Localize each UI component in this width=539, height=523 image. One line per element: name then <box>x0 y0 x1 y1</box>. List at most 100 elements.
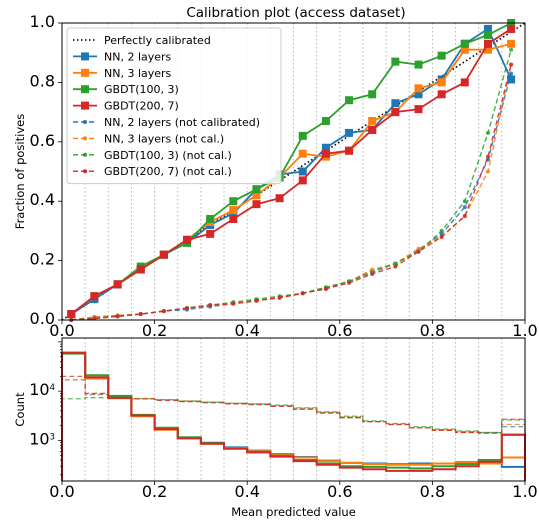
legend-label: GBDT(200, 7) (not cal.) <box>104 165 232 178</box>
data-point-gbdt-100-3 <box>368 90 377 99</box>
legend-swatch-marker <box>81 68 89 77</box>
data-point-gbdt-200-7 <box>183 235 192 244</box>
data-point-gbdt-200-7 <box>67 310 76 319</box>
data-point-nn-3-layers <box>298 149 307 158</box>
data-point-gbdt-200-7-not-cal <box>509 62 514 67</box>
data-point-gbdt-100-3 <box>229 197 238 206</box>
legend-swatch-marker <box>81 52 89 61</box>
data-point-nn-3-layers-not-cal <box>416 246 421 251</box>
data-point-gbdt-200-7-not-cal <box>393 264 398 269</box>
top-y-tick-label: 0.2 <box>30 250 55 269</box>
top-x-tick-label: 0.8 <box>420 321 445 340</box>
legend-swatch-marker <box>83 169 87 174</box>
bottom-plot-frame <box>61 337 526 482</box>
data-point-nn-2-layers <box>391 99 400 108</box>
data-point-gbdt-200-7-not-cal <box>138 312 143 317</box>
data-point-gbdt-200-7-not-cal <box>370 271 375 276</box>
data-point-gbdt-200-7-not-cal <box>416 249 421 254</box>
bottom-y-tick-label: 104 <box>29 380 55 399</box>
legend-item-nn-3-layers: NN, 3 layers <box>73 67 172 80</box>
data-point-gbdt-200-7 <box>229 215 238 224</box>
data-point-gbdt-200-7-not-cal <box>485 154 490 159</box>
series-gbdt-200-7 <box>67 24 516 319</box>
data-point-nn-3-layers <box>437 78 446 87</box>
legend: Perfectly calibrated NN, 2 layers NN, 3 la… <box>66 27 282 185</box>
data-point-nn-2-layers <box>507 75 516 84</box>
legend-item-nn-3-layers-not-cal: NN, 3 layers (not cal.) <box>73 132 224 145</box>
top-y-tick-label: 0.8 <box>30 71 55 90</box>
legend-item-gbdt-200-7-not-cal: GBDT(200, 7) (not cal.) <box>73 165 232 178</box>
legend-label: NN, 3 layers (not cal.) <box>104 132 224 145</box>
data-point-gbdt-100-3 <box>437 51 446 60</box>
data-point-gbdt-200-7 <box>136 265 145 274</box>
data-point-gbdt-100-3 <box>483 30 492 39</box>
data-point-nn-2-layers-not-calibrated <box>509 71 514 76</box>
data-point-gbdt-100-3 <box>460 39 469 48</box>
data-point-gbdt-100-3-not-cal <box>439 228 444 233</box>
data-point-nn-3-layers <box>507 39 516 48</box>
data-point-gbdt-200-7-not-cal <box>254 298 259 303</box>
data-point-nn-2-layers <box>483 24 492 33</box>
bottom-x-axis-label: Mean predicted value <box>231 505 356 519</box>
data-point-gbdt-200-7 <box>460 78 469 87</box>
legend-label: NN, 2 layers (not calibrated) <box>104 116 260 129</box>
top-x-tick-label: 0.4 <box>234 321 259 340</box>
data-point-nn-3-layers <box>252 191 261 200</box>
data-point-gbdt-200-7 <box>90 292 99 301</box>
legend-item-gbdt-100-3-not-cal: GBDT(100, 3) (not cal.) <box>73 149 232 162</box>
data-point-nn-2-layers <box>345 128 354 137</box>
data-point-gbdt-100-3 <box>321 117 330 126</box>
data-point-nn-2-layers <box>321 143 330 152</box>
bottom-x-tick-label: 0.2 <box>142 482 167 501</box>
legend-swatch-marker <box>83 152 87 157</box>
data-point-nn-3-layers <box>460 45 469 54</box>
bottom-x-tick-label: 0.0 <box>49 482 74 501</box>
data-point-gbdt-200-7 <box>368 125 377 134</box>
data-point-gbdt-200-7 <box>437 90 446 99</box>
data-point-nn-3-layers-not-cal <box>370 267 375 272</box>
tick-exponent: 4 <box>50 383 55 393</box>
top-y-tick-label: 1.0 <box>30 12 55 31</box>
data-point-gbdt-200-7-not-cal <box>462 214 467 219</box>
data-point-gbdt-100-3 <box>298 131 307 140</box>
legend-label: GBDT(100, 3) <box>104 83 179 96</box>
legend-label: GBDT(100, 3) (not cal.) <box>104 149 232 162</box>
histogram-series-group <box>61 351 526 481</box>
bottom-x-tick-label: 0.6 <box>327 482 352 501</box>
data-point-gbdt-200-7 <box>414 105 423 114</box>
data-point-gbdt-200-7-not-cal <box>208 303 213 308</box>
data-point-gbdt-200-7-not-cal <box>347 280 352 285</box>
data-point-nn-3-layers <box>229 206 238 215</box>
data-point-gbdt-100-3-not-cal <box>393 261 398 266</box>
tick-exponent: 3 <box>50 432 55 442</box>
data-point-nn-3-layers <box>414 84 423 93</box>
bottom-y-tick-label: 103 <box>29 429 55 448</box>
data-point-gbdt-200-7 <box>483 39 492 48</box>
data-point-gbdt-100-3-not-cal <box>462 199 467 204</box>
tick-base: 10 <box>29 380 49 399</box>
legend-item-gbdt-200-7: GBDT(200, 7) <box>73 100 179 113</box>
legend-box <box>66 27 282 185</box>
series-line-gbdt-200-7-not-cal <box>71 64 512 321</box>
legend-swatch-marker <box>81 85 89 94</box>
data-point-gbdt-200-7 <box>345 146 354 155</box>
bottom-y-axis-label: Count <box>13 392 27 427</box>
top-y-axis-label: Fraction of positives <box>13 114 27 229</box>
data-point-gbdt-200-7 <box>507 24 516 33</box>
top-y-tick-label: 0.4 <box>30 190 55 209</box>
data-point-gbdt-100-3-not-cal <box>509 47 514 52</box>
legend-item-nn-2-layers-not-calibrated: NN, 2 layers (not calibrated) <box>73 116 260 129</box>
top-y-tick-label: 0.0 <box>30 309 55 328</box>
histogram-gbdt-200-7 <box>61 351 526 481</box>
legend-label: GBDT(200, 7) <box>104 100 179 113</box>
data-point-nn-2-layers <box>414 90 423 99</box>
data-point-gbdt-100-3 <box>345 96 354 105</box>
data-point-gbdt-200-7-not-cal <box>439 234 444 239</box>
tick-base: 10 <box>29 429 49 448</box>
data-point-gbdt-100-3 <box>252 185 261 194</box>
bottom-x-tick-label: 1.0 <box>512 482 537 501</box>
top-y-tick-label: 0.6 <box>30 131 55 150</box>
legend-swatch-marker <box>83 120 87 124</box>
data-point-gbdt-200-7-not-cal <box>300 291 305 296</box>
